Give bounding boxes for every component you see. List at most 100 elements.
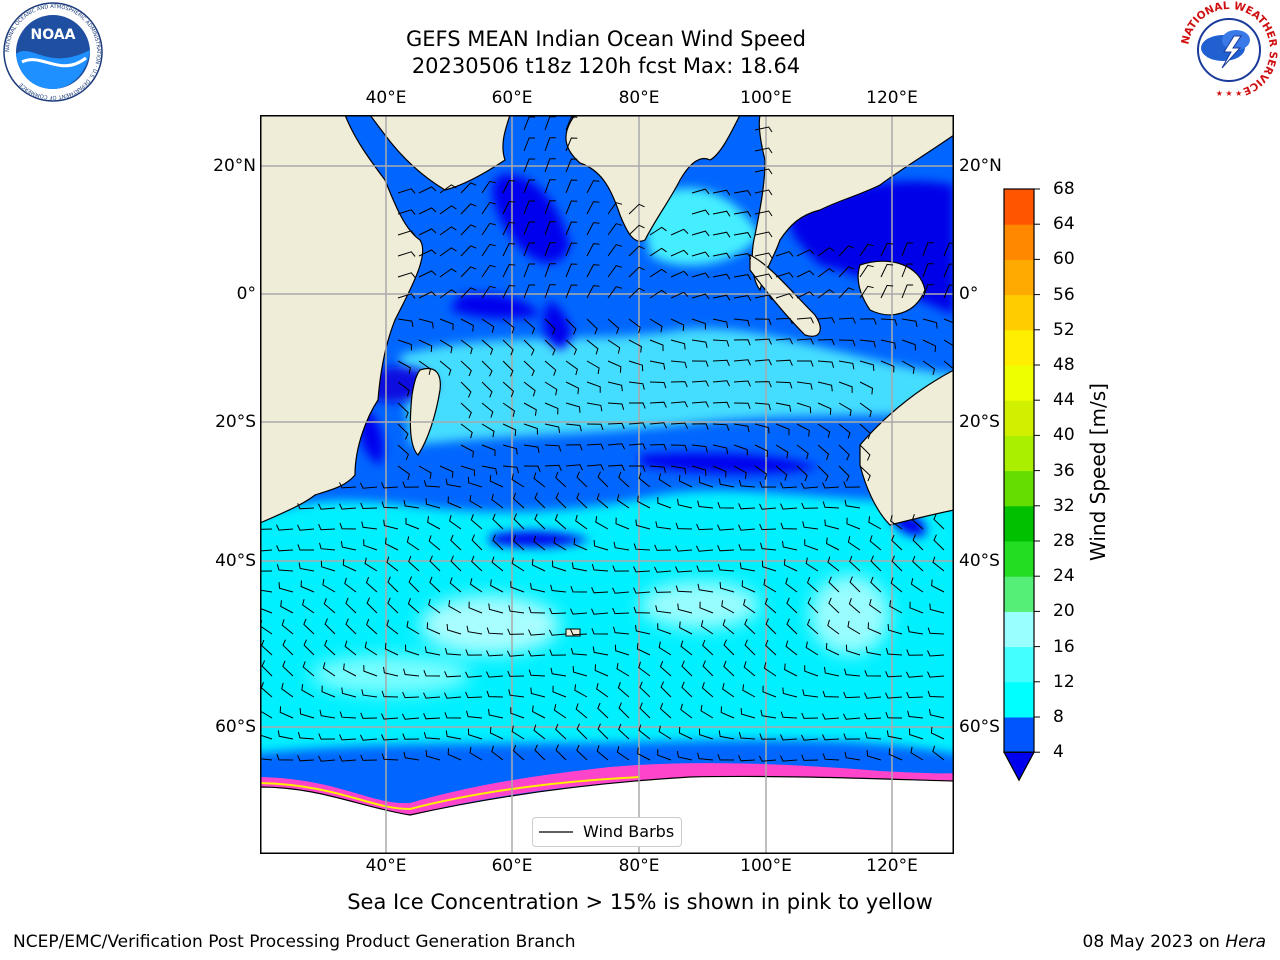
wind-barb bbox=[548, 629, 567, 636]
wind-barb bbox=[738, 524, 756, 531]
wind-barb bbox=[659, 702, 672, 719]
wind-barb bbox=[467, 476, 483, 488]
wind-barb bbox=[565, 221, 578, 236]
wind-barb bbox=[607, 265, 623, 278]
wind-barb bbox=[276, 564, 294, 572]
wind-barb bbox=[697, 752, 714, 761]
wind-barb bbox=[597, 471, 609, 488]
colorbar-tick-label: 20 bbox=[1053, 601, 1075, 622]
wind-barb bbox=[817, 465, 829, 482]
wind-barb bbox=[439, 465, 454, 478]
wind-barb bbox=[406, 620, 420, 635]
wind-barb bbox=[796, 249, 815, 257]
wind-barb bbox=[513, 534, 525, 551]
wind-barb bbox=[418, 228, 437, 236]
wind-barb bbox=[339, 755, 357, 762]
wind-barb bbox=[670, 318, 685, 331]
colorbar-tick-label: 52 bbox=[1053, 319, 1075, 340]
wind-barb bbox=[629, 465, 646, 472]
wind-barb bbox=[450, 555, 462, 572]
wind-barb bbox=[838, 245, 855, 257]
wind-barb bbox=[565, 242, 578, 257]
wind-barb bbox=[466, 625, 483, 635]
wind-barb bbox=[785, 577, 798, 593]
wind-barb bbox=[628, 339, 642, 353]
wind-barb bbox=[428, 598, 441, 614]
wind-barb bbox=[397, 272, 416, 278]
wind-barb bbox=[822, 501, 840, 509]
wind-barb bbox=[859, 318, 877, 325]
wind-barb bbox=[929, 708, 945, 719]
wind-barb bbox=[859, 423, 871, 440]
wind-barb bbox=[565, 137, 578, 152]
wind-barb bbox=[817, 338, 835, 346]
wind-barb bbox=[507, 628, 525, 635]
wind-barb bbox=[670, 339, 686, 350]
wind-barb bbox=[359, 482, 378, 489]
wind-barb bbox=[780, 503, 798, 510]
colorbar-segment bbox=[1004, 541, 1034, 577]
wind-barb bbox=[718, 730, 735, 740]
wind-barb bbox=[754, 147, 773, 154]
wind-barb bbox=[699, 601, 714, 614]
wind-barb bbox=[717, 564, 735, 572]
wind-barb bbox=[544, 200, 556, 215]
wind-barb bbox=[675, 585, 693, 593]
wind-barb bbox=[418, 318, 434, 329]
wind-barb bbox=[397, 360, 411, 374]
wind-barb bbox=[754, 338, 772, 345]
lat-label-right: 0° bbox=[959, 284, 979, 304]
wind-barb bbox=[468, 601, 483, 614]
wind-barb bbox=[363, 539, 378, 551]
wind-barb bbox=[885, 692, 903, 699]
wind-barb bbox=[481, 444, 496, 457]
wind-barb bbox=[260, 607, 273, 614]
wind-barb bbox=[670, 465, 687, 475]
wind-barb bbox=[806, 576, 819, 593]
colorbar-tick-label: 56 bbox=[1053, 284, 1075, 305]
wind-barb bbox=[511, 473, 525, 488]
wind-barb bbox=[802, 689, 819, 698]
wind-barb bbox=[712, 423, 730, 431]
wind-barb bbox=[754, 423, 770, 434]
wind-barb bbox=[838, 381, 853, 393]
wind-barb bbox=[381, 501, 399, 509]
wind-barb bbox=[397, 423, 409, 440]
wind-barb bbox=[565, 381, 580, 395]
wind-barb bbox=[570, 608, 588, 615]
wind-barb bbox=[426, 622, 441, 635]
wind-barb bbox=[906, 691, 924, 699]
wind-barb bbox=[613, 626, 630, 635]
colorbar-tick-label: 16 bbox=[1053, 636, 1075, 657]
india-land bbox=[565, 115, 741, 242]
wind-barb bbox=[675, 566, 693, 573]
wind-barb bbox=[891, 534, 903, 551]
wind-barb bbox=[523, 381, 536, 397]
wind-barb bbox=[570, 648, 588, 656]
wind-barb bbox=[901, 360, 915, 374]
wind-barb bbox=[649, 289, 667, 299]
wind-barb bbox=[302, 598, 315, 614]
wind-barb bbox=[297, 731, 315, 740]
wind-barb bbox=[449, 514, 462, 530]
wind-barb bbox=[638, 472, 651, 488]
wind-barb bbox=[446, 623, 462, 635]
lat-label-left: 20°N bbox=[213, 156, 256, 176]
wind-barb bbox=[691, 465, 707, 476]
wind-barb bbox=[549, 607, 567, 615]
wind-barb bbox=[717, 545, 735, 552]
colorbar-segment bbox=[1004, 224, 1034, 260]
wind-barb bbox=[760, 709, 777, 719]
wind-barb bbox=[712, 318, 729, 328]
wind-barb bbox=[506, 650, 525, 657]
wind-barb bbox=[387, 597, 399, 614]
wind-barb bbox=[780, 755, 798, 762]
wind-barb bbox=[616, 494, 630, 509]
wind-barb bbox=[786, 618, 798, 635]
wind-barb bbox=[847, 536, 861, 551]
wind-barb bbox=[596, 682, 609, 698]
wind-barb bbox=[360, 754, 378, 761]
wind-barb bbox=[425, 750, 441, 761]
wind-barb bbox=[492, 513, 504, 530]
wind-barb bbox=[691, 209, 710, 216]
